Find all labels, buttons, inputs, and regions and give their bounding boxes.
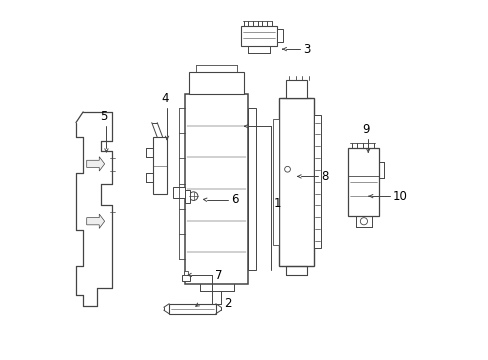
- Polygon shape: [86, 214, 104, 228]
- Bar: [188, 72, 244, 94]
- Bar: [348, 148, 378, 216]
- Text: 2: 2: [224, 297, 231, 310]
- Text: 9: 9: [361, 123, 369, 136]
- Text: 4: 4: [161, 93, 168, 105]
- Text: 5: 5: [100, 110, 107, 123]
- Circle shape: [189, 192, 198, 201]
- Polygon shape: [86, 157, 104, 171]
- Bar: [241, 26, 276, 45]
- Bar: [276, 30, 283, 42]
- Bar: [153, 137, 166, 194]
- Text: 3: 3: [303, 42, 310, 55]
- Text: 7: 7: [215, 269, 222, 282]
- Bar: [314, 116, 320, 248]
- Bar: [247, 108, 255, 270]
- Bar: [184, 190, 190, 203]
- Text: 10: 10: [392, 190, 407, 203]
- Text: 1: 1: [273, 197, 281, 210]
- Text: 6: 6: [231, 193, 238, 206]
- Bar: [273, 119, 278, 244]
- Text: 8: 8: [320, 170, 327, 183]
- Circle shape: [284, 166, 290, 172]
- Bar: [185, 94, 247, 284]
- Bar: [183, 271, 187, 275]
- Circle shape: [360, 218, 367, 225]
- Bar: [169, 304, 215, 314]
- Bar: [182, 275, 189, 281]
- Bar: [285, 80, 306, 98]
- Bar: [278, 98, 314, 266]
- Bar: [172, 188, 185, 198]
